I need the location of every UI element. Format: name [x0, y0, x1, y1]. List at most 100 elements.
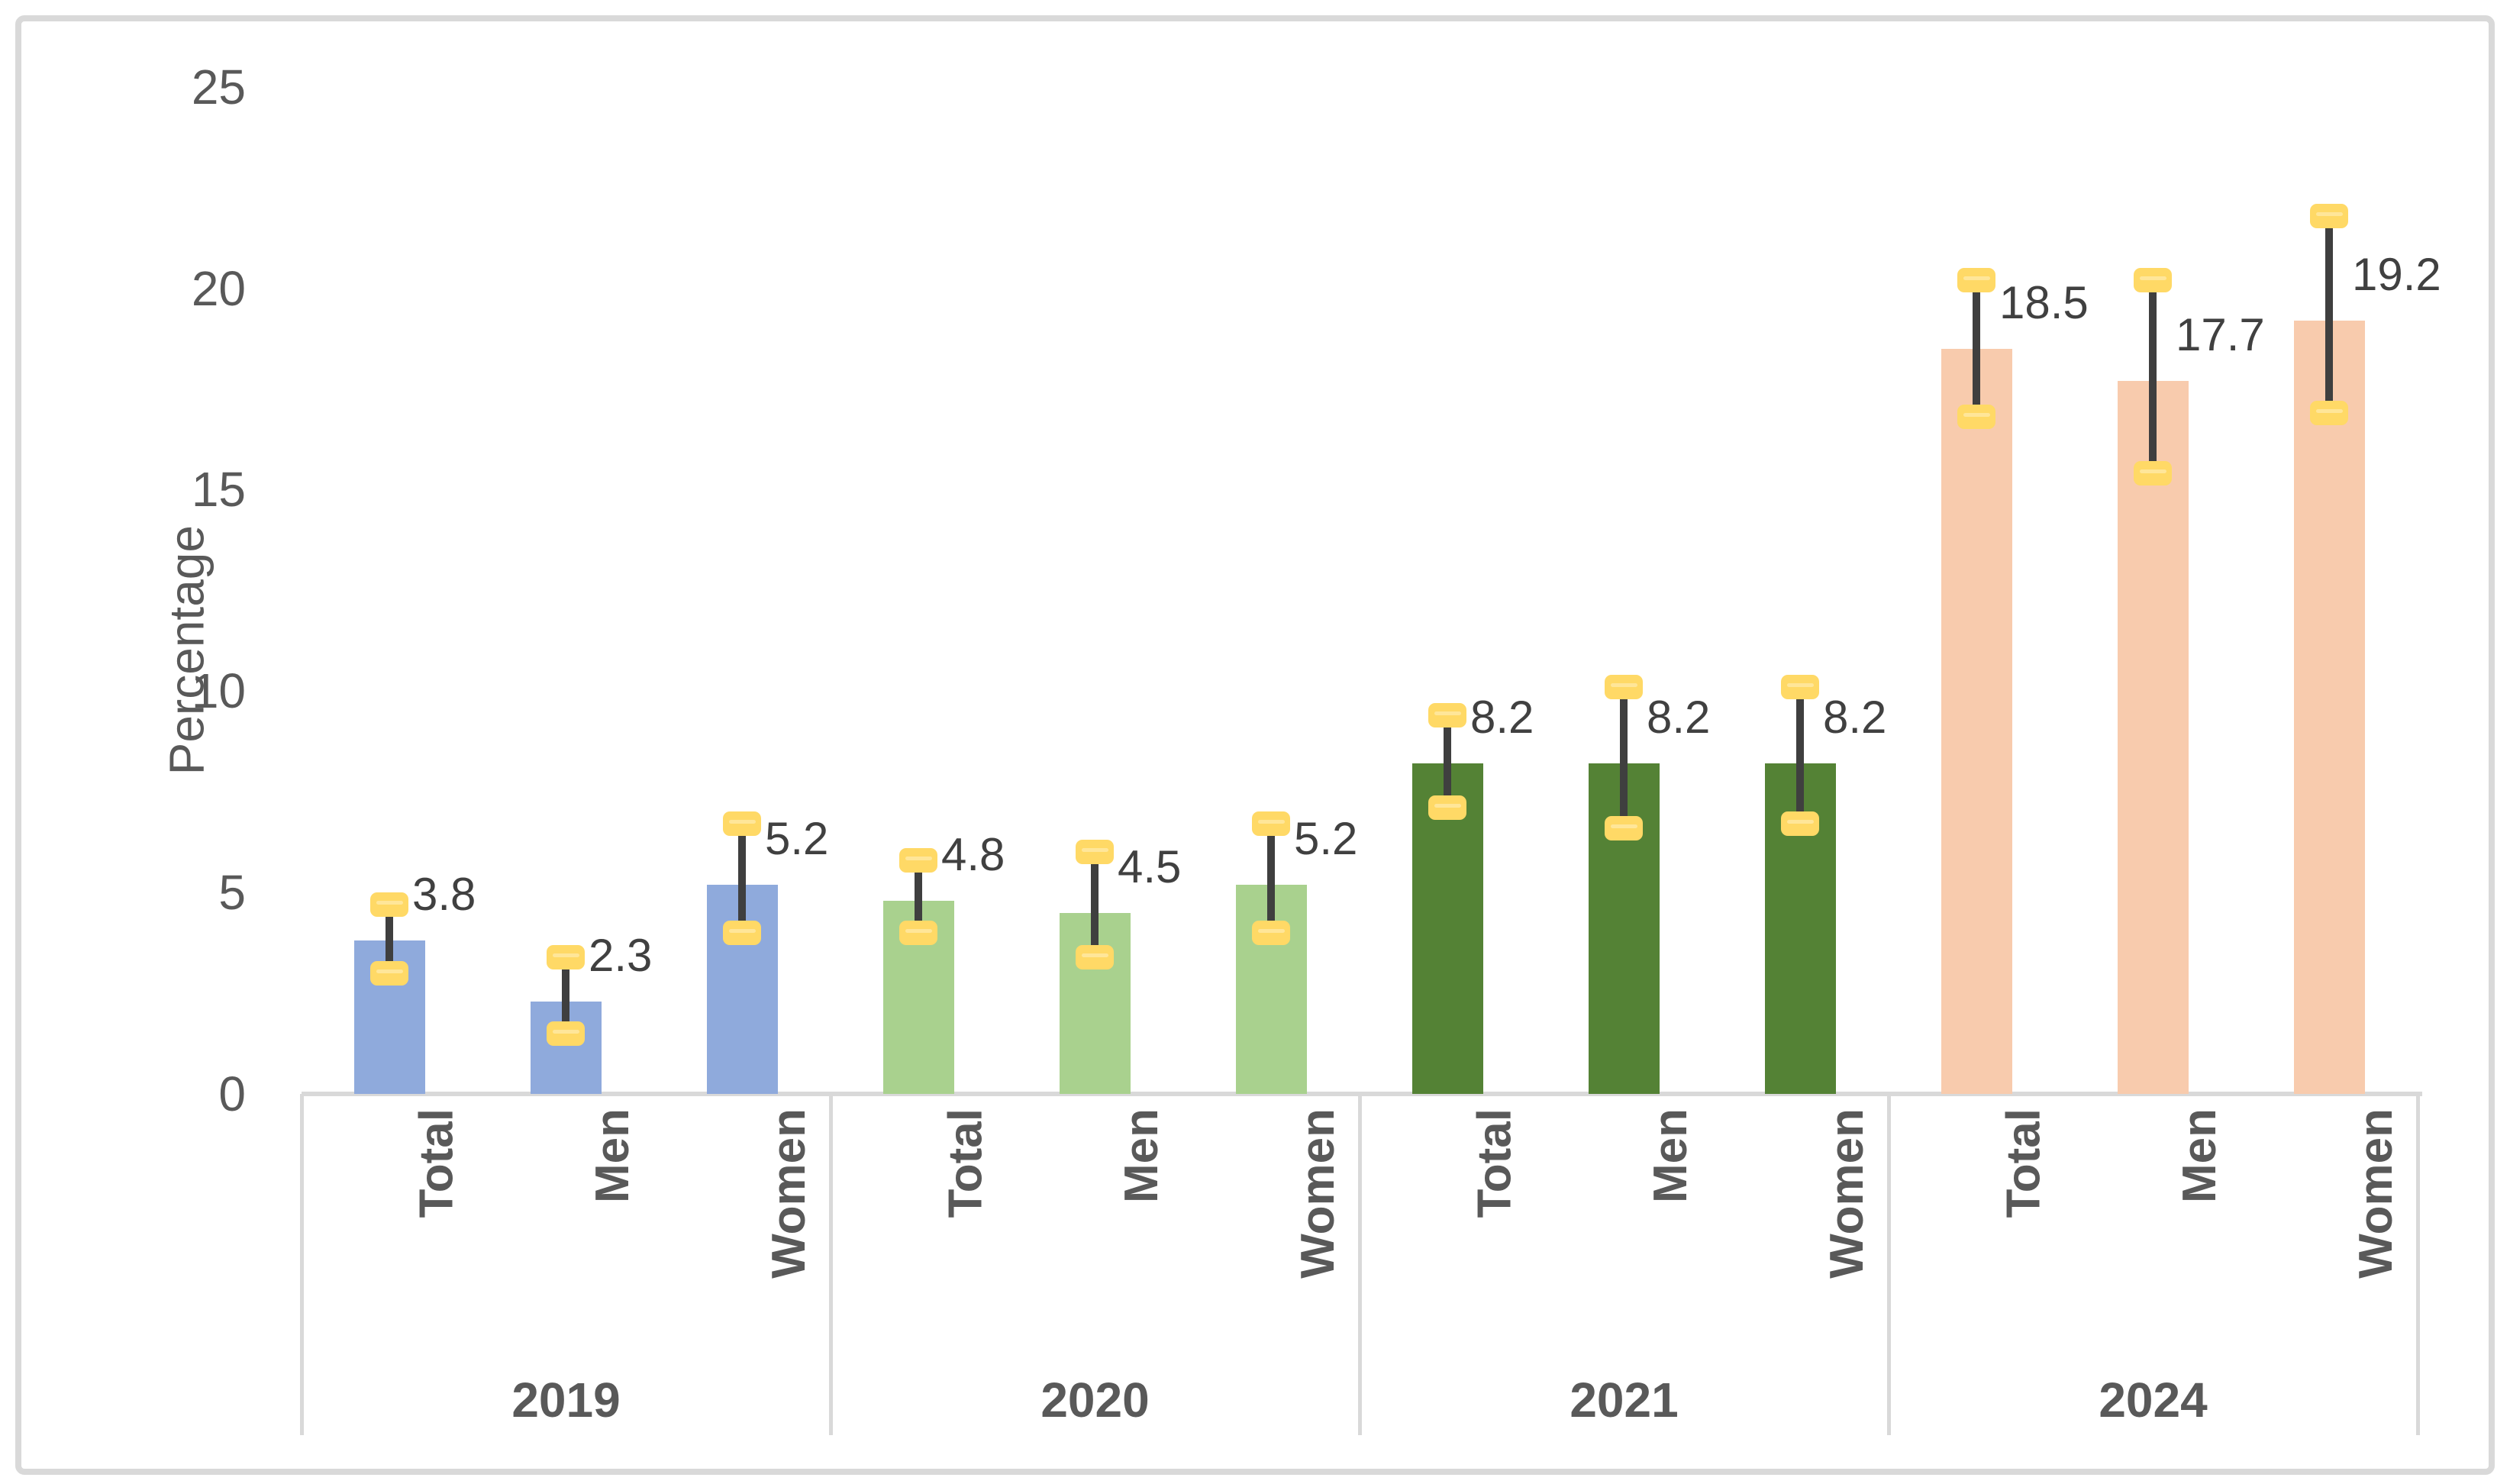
data-label: 8.2: [1647, 692, 1711, 744]
error-bar-cap: [1781, 675, 1819, 699]
bar: [2117, 380, 2189, 1094]
error-bar-cap: [723, 920, 761, 945]
error-cap-stripe: [1257, 820, 1285, 824]
data-label: 4.5: [1118, 840, 1182, 892]
error-bar-line: [1267, 824, 1275, 933]
chart-border: [15, 15, 2495, 1475]
error-cap-stripe: [1257, 928, 1285, 933]
error-bar-cap: [1957, 405, 1995, 430]
error-cap-stripe: [905, 928, 932, 933]
error-bar-line: [1091, 852, 1099, 957]
category-label: Women: [2350, 1108, 2402, 1279]
error-bar-cap: [1605, 815, 1643, 840]
data-label: 17.7: [2176, 308, 2265, 360]
error-cap-stripe: [905, 856, 932, 860]
error-bar-cap: [1076, 944, 1114, 969]
error-cap-stripe: [2139, 276, 2166, 280]
bar: [2293, 320, 2365, 1094]
bar: [1941, 348, 2012, 1094]
y-axis-tick-label: 20: [191, 260, 246, 316]
error-cap-stripe: [1434, 711, 1461, 715]
data-label: 3.8: [412, 869, 476, 921]
error-bar-line: [562, 957, 569, 1034]
data-label: 8.2: [1470, 692, 1534, 744]
y-axis-title: Percentage: [159, 525, 214, 776]
category-label: Total: [410, 1108, 463, 1218]
error-bar-cap: [2134, 268, 2172, 292]
category-divider-line: [1887, 1094, 1891, 1435]
year-label: 2024: [2099, 1373, 2208, 1428]
error-bar-line: [2149, 280, 2157, 474]
data-label: 19.2: [2352, 248, 2441, 300]
category-divider-line: [2416, 1094, 2420, 1435]
error-bar-cap: [899, 920, 937, 945]
error-cap-stripe: [552, 1029, 579, 1034]
data-label: 8.2: [1823, 692, 1887, 744]
error-cap-stripe: [1786, 820, 1814, 824]
error-cap-stripe: [1610, 824, 1637, 828]
category-label: Women: [763, 1108, 815, 1279]
error-bar-cap: [2310, 401, 2348, 426]
error-bar-cap: [1252, 920, 1290, 945]
error-bar-line: [915, 860, 922, 933]
error-bar-line: [1796, 687, 1804, 824]
error-bar-cap: [370, 960, 408, 986]
error-bar-line: [1973, 280, 1980, 418]
error-cap-stripe: [552, 953, 579, 957]
error-bar-cap: [1428, 702, 1466, 727]
error-cap-stripe: [1610, 683, 1637, 687]
error-cap-stripe: [1434, 804, 1461, 808]
year-label: 2019: [511, 1373, 621, 1428]
category-label: Men: [1115, 1108, 1168, 1203]
x-axis-line: [302, 1092, 2422, 1096]
category-label: Women: [1821, 1108, 1873, 1279]
year-label: 2020: [1040, 1373, 1150, 1428]
error-cap-stripe: [2315, 211, 2343, 216]
data-label: 4.8: [941, 828, 1005, 880]
error-cap-stripe: [1081, 848, 1108, 853]
y-axis-tick-label: 15: [191, 462, 246, 518]
category-label: Total: [1997, 1108, 2050, 1218]
category-divider-line: [1358, 1094, 1362, 1435]
category-label: Women: [1292, 1108, 1344, 1279]
data-label: 2.3: [589, 929, 653, 981]
error-bar-cap: [1428, 795, 1466, 821]
y-axis-tick-label: 25: [191, 59, 246, 115]
error-bar-cap: [547, 1021, 585, 1046]
data-label: 5.2: [1294, 812, 1358, 864]
error-bar-line: [1620, 687, 1628, 828]
category-label: Men: [2173, 1108, 2226, 1203]
y-axis-tick-label: 5: [218, 865, 246, 921]
error-cap-stripe: [1786, 683, 1814, 687]
error-bar-line: [1444, 715, 1451, 808]
error-bar-cap: [1605, 675, 1643, 699]
error-cap-stripe: [2139, 469, 2166, 474]
error-cap-stripe: [376, 969, 403, 973]
error-bar-cap: [899, 847, 937, 873]
category-divider-line: [829, 1094, 833, 1435]
error-bar-cap: [1957, 268, 1995, 292]
error-bar-cap: [1252, 811, 1290, 837]
error-cap-stripe: [1963, 413, 1990, 418]
error-bar-cap: [547, 944, 585, 969]
category-label: Men: [586, 1108, 639, 1203]
error-bar-cap: [370, 892, 408, 917]
y-axis-tick-label: 0: [218, 1066, 246, 1121]
error-bar-line: [386, 904, 393, 973]
data-label: 5.2: [765, 812, 829, 864]
category-label: Total: [1468, 1108, 1521, 1218]
error-bar-cap: [1076, 840, 1114, 865]
category-label: Total: [939, 1108, 992, 1218]
year-label: 2021: [1570, 1373, 1679, 1428]
error-bar-cap: [723, 811, 761, 837]
error-cap-stripe: [2315, 409, 2343, 414]
error-bar-cap: [2310, 203, 2348, 228]
error-bar-cap: [2134, 461, 2172, 486]
category-label: Men: [1644, 1108, 1697, 1203]
error-bar-line: [2325, 215, 2333, 414]
error-cap-stripe: [728, 820, 756, 824]
y-axis-tick-label: 10: [191, 663, 246, 719]
error-cap-stripe: [1963, 276, 1990, 280]
error-cap-stripe: [728, 928, 756, 933]
error-cap-stripe: [376, 900, 403, 905]
